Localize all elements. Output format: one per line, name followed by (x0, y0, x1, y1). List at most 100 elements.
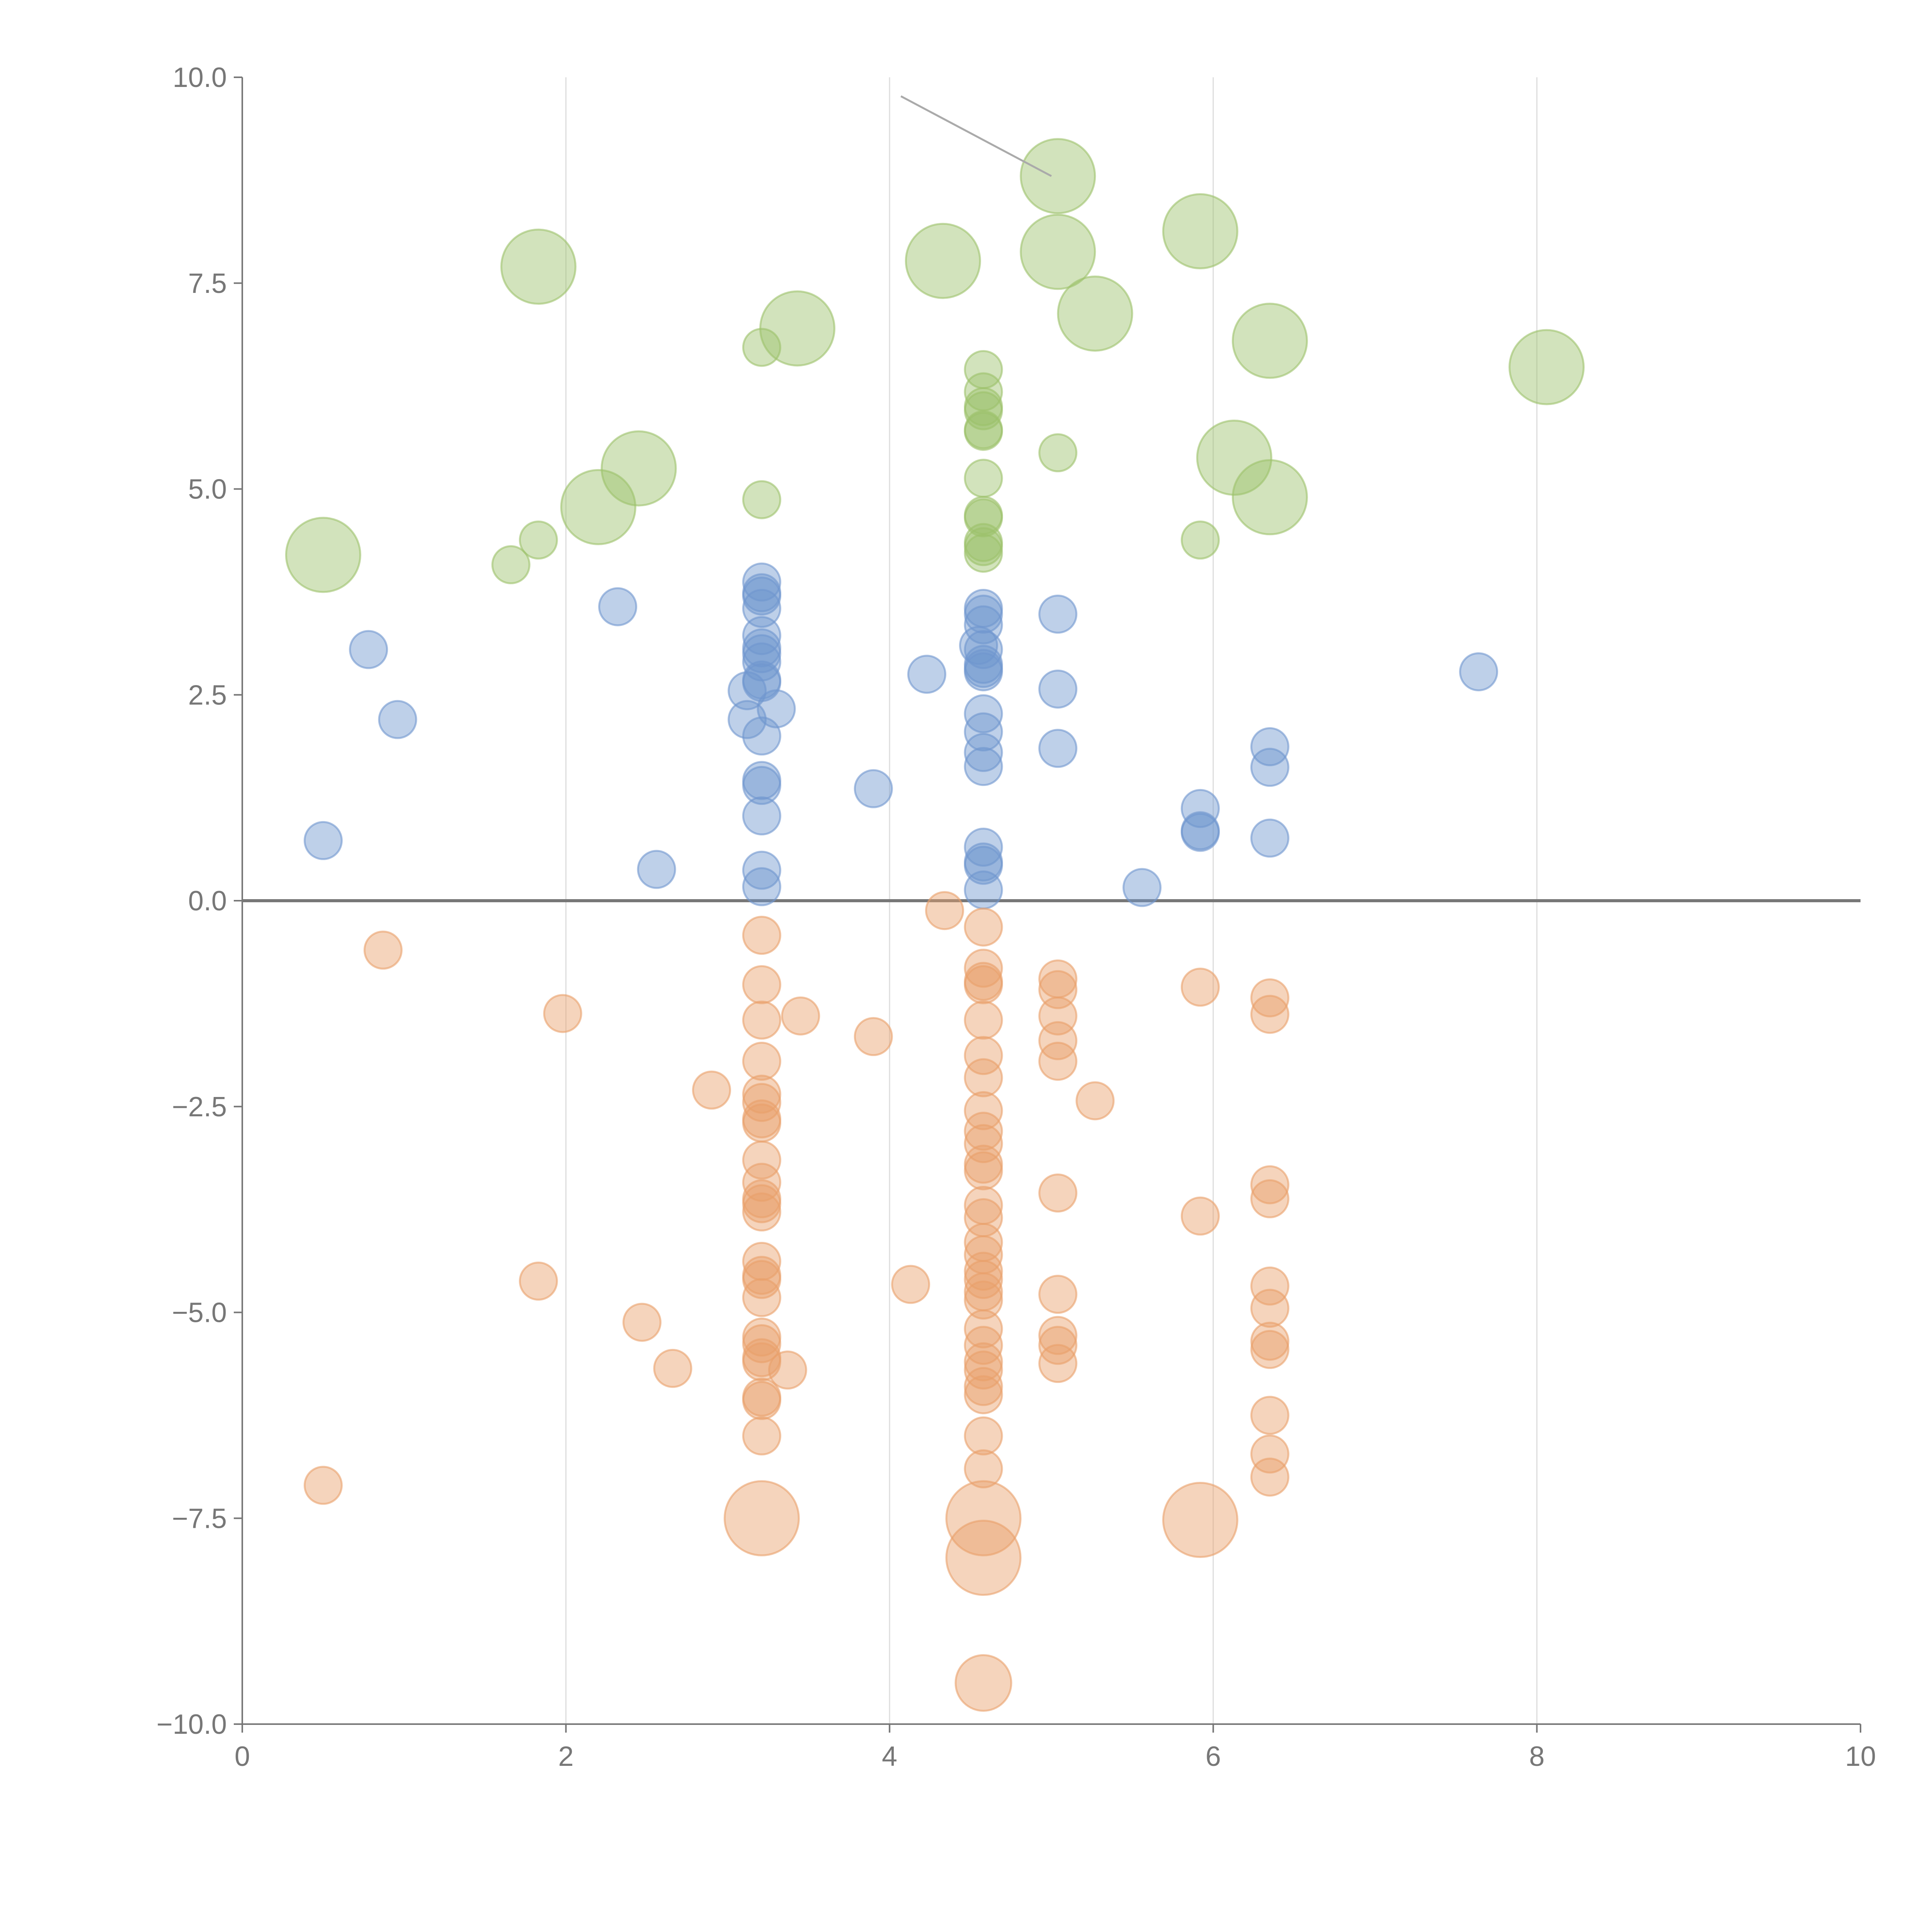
data-point-green (1231, 303, 1308, 379)
data-point-orange (964, 1252, 1003, 1291)
y-tick-label: 2.5 (188, 680, 227, 711)
data-point-orange (964, 1309, 1003, 1349)
data-point-blue (637, 850, 676, 889)
data-point-orange (742, 1192, 781, 1232)
data-point-green (1057, 276, 1133, 352)
y-tick-label: 10.0 (173, 62, 227, 93)
data-point-orange (1250, 1289, 1289, 1328)
y-tick-label: 7.5 (188, 268, 227, 299)
data-point-blue (1250, 818, 1289, 858)
data-point-blue (854, 769, 893, 808)
data-point-green (560, 469, 636, 545)
data-point-orange (742, 1184, 781, 1223)
data-point-blue (1250, 727, 1289, 767)
data-point-green (1180, 520, 1220, 560)
data-point-green (742, 328, 781, 367)
annotation-layer (900, 95, 1052, 177)
data-point-green (1196, 420, 1272, 496)
data-point-blue (1038, 594, 1078, 634)
data-point-green (285, 517, 361, 593)
data-point-orange (964, 1036, 1003, 1075)
data-point-orange (519, 1262, 558, 1301)
data-point-green (1038, 433, 1078, 473)
data-point-green (905, 223, 981, 299)
data-point-blue (1459, 652, 1498, 692)
data-point-orange (964, 1367, 1003, 1406)
data-point-orange (964, 1416, 1003, 1456)
y-tick-label: −10.0 (156, 1709, 227, 1740)
data-point-orange (945, 1520, 1022, 1596)
data-point-orange (1250, 1330, 1289, 1369)
data-point-green (519, 520, 558, 560)
data-point-orange (964, 1375, 1003, 1415)
data-point-orange (964, 1091, 1003, 1130)
y-tick-label: −2.5 (172, 1092, 227, 1122)
data-point-green (1020, 138, 1096, 214)
data-point-orange (622, 1303, 662, 1342)
annotation-connector (900, 95, 1052, 177)
data-point-blue (964, 747, 1003, 786)
data-point-blue (742, 577, 781, 616)
data-point-orange (742, 1416, 781, 1456)
data-point-green (1020, 214, 1096, 290)
data-point-green (500, 228, 577, 305)
data-point-orange (1250, 1321, 1289, 1361)
data-point-orange (1250, 995, 1289, 1034)
data-point-orange (742, 1103, 781, 1143)
data-point-blue (1180, 813, 1220, 852)
data-point-blue (728, 700, 767, 739)
x-tick-label: 4 (882, 1741, 897, 1772)
data-point-green (1509, 329, 1585, 405)
data-point-orange (1038, 1275, 1078, 1314)
data-point-blue (1122, 868, 1162, 907)
data-point-orange (964, 1112, 1003, 1151)
data-point-orange (742, 1042, 781, 1081)
data-point-orange (964, 1281, 1003, 1320)
data-point-green (964, 412, 1003, 451)
data-point-green (1162, 193, 1238, 269)
data-point-orange (692, 1070, 731, 1110)
data-point-orange (945, 1480, 1022, 1556)
data-point-blue (964, 870, 1003, 910)
data-point-orange (363, 930, 403, 970)
data-point-blue (964, 594, 1003, 634)
data-point-orange (1250, 1458, 1289, 1497)
data-point-blue (1038, 669, 1078, 709)
y-tick-label: −5.0 (172, 1298, 227, 1328)
data-point-orange (1162, 1482, 1238, 1558)
data-point-blue (742, 850, 781, 890)
data-point-blue (349, 630, 388, 669)
data-point-orange (742, 1342, 781, 1381)
data-point-orange (964, 1124, 1003, 1163)
data-point-green (1231, 459, 1308, 536)
data-point-green (600, 430, 677, 507)
data-point-orange (742, 1381, 781, 1420)
data-point-orange (964, 965, 1003, 1004)
data-point-blue (742, 588, 781, 628)
data-point-green (759, 290, 835, 367)
data-point-orange (1250, 1165, 1289, 1204)
data-point-blue (303, 821, 343, 860)
data-point-orange (1180, 1196, 1220, 1236)
data-point-orange (742, 1140, 781, 1180)
data-point-blue (907, 655, 947, 694)
data-point-orange (1038, 1021, 1078, 1060)
data-point-orange (1250, 1434, 1289, 1474)
data-point-orange (1250, 1179, 1289, 1218)
data-point-blue (742, 766, 781, 805)
data-point-orange (964, 1058, 1003, 1097)
data-point-blue (1180, 789, 1220, 828)
data-point-orange (1180, 968, 1220, 1007)
data-point-orange (964, 907, 1003, 947)
data-point-blue (742, 867, 781, 906)
data-point-green (742, 480, 781, 519)
data-point-orange (1250, 978, 1289, 1017)
data-point-blue (742, 796, 781, 836)
data-point-orange (854, 1017, 893, 1056)
data-point-orange (964, 1000, 1003, 1040)
data-point-orange (781, 996, 820, 1036)
data-point-orange (742, 965, 781, 1004)
y-tick-label: 0.0 (188, 886, 227, 917)
data-point-orange (723, 1480, 800, 1556)
